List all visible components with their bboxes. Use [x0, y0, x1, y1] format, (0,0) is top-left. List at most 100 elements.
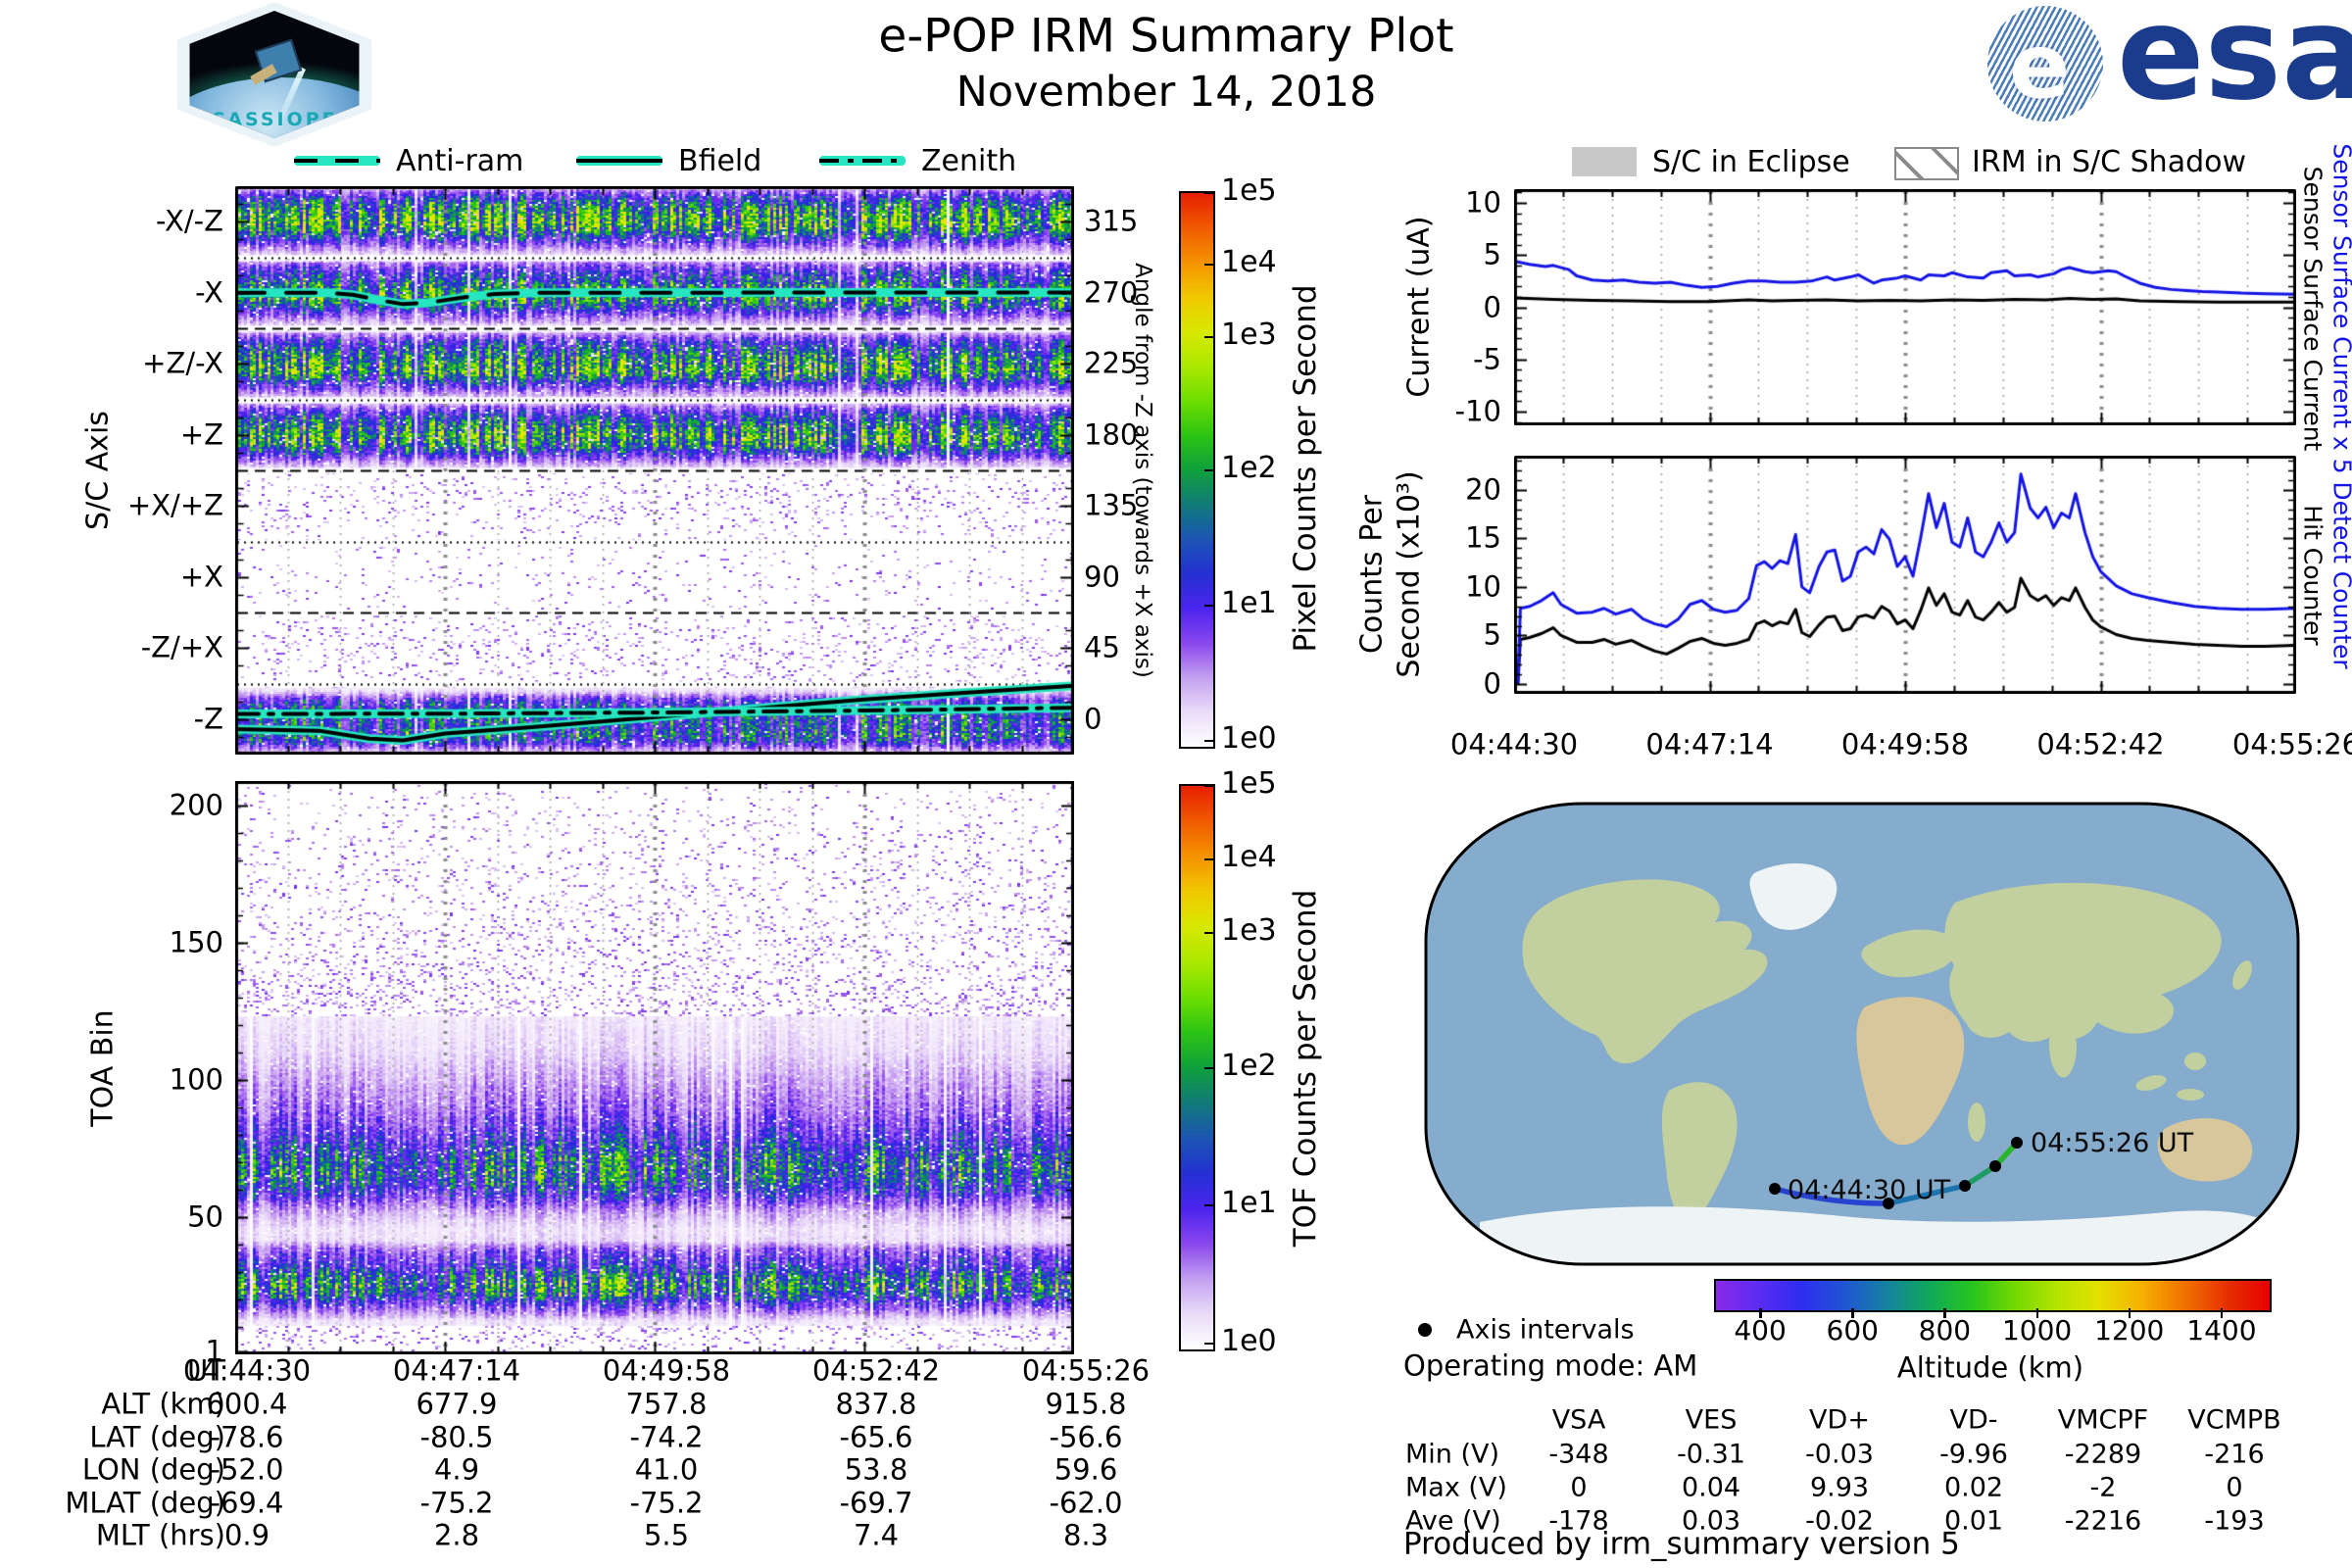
current-tick-label: 10: [1465, 185, 1501, 220]
time-tick-label: 04:52:42: [2036, 727, 2165, 761]
sensor-surface-current-label: Sensor Surface Current: [2298, 166, 2328, 452]
ephemeris-value: 4.9: [433, 1452, 480, 1487]
page-title: e-POP IRM Summary Plot: [878, 9, 1454, 64]
voltage-column-header: VD+: [1809, 1404, 1870, 1436]
toa-ylabel: TOA Bin: [85, 1009, 121, 1127]
sc-axis-spectrogram-canvas: [235, 186, 1074, 755]
south-america: [1661, 1082, 1738, 1221]
current-ylabel: Current (uA): [1401, 216, 1437, 398]
ephemeris-value: -52.0: [210, 1452, 284, 1487]
esa-wordmark: esa: [2117, 0, 2352, 129]
counts-tick-label: 5: [1483, 617, 1501, 652]
altitude-tick-label: 1200: [2094, 1313, 2165, 1347]
pixel-cbar-tick-label: 1e0: [1221, 721, 1277, 757]
voltage-column-header: VSA: [1551, 1404, 1606, 1436]
voltage-value: -2216: [2064, 1505, 2142, 1537]
cassiope-label: CASSIOPE: [211, 109, 338, 130]
counts-tick-label: 0: [1483, 666, 1501, 701]
axis-interval-dot: [1989, 1160, 2001, 1172]
toa-tick-label: 1: [205, 1334, 223, 1368]
angle-axis-label: Angle from -Z axis (towards +X axis): [1130, 263, 1155, 678]
voltage-value: 0.01: [1943, 1505, 2004, 1537]
esa-logo: e esa: [1987, 0, 2352, 129]
ephemeris-value: -56.6: [1049, 1420, 1123, 1454]
voltage-value: 0.02: [1943, 1472, 2004, 1503]
angle-tick-label: 180: [1084, 417, 1139, 452]
altitude-tick-label: 800: [1918, 1313, 1972, 1347]
sc-axis-section-label: -Z: [193, 702, 223, 736]
esa-e-glyph: e: [2009, 14, 2071, 119]
colorbar-tick: [1204, 740, 1213, 743]
ephemeris-value: 915.8: [1045, 1387, 1127, 1421]
india: [2048, 1023, 2078, 1078]
colorbar-tick: [1204, 335, 1213, 338]
time-tick-label: 04:47:14: [1645, 727, 1774, 761]
toa-tick-label: 100: [169, 1062, 223, 1097]
ephemeris-value: 7.4: [853, 1518, 900, 1552]
colorbar-tick: [1204, 468, 1213, 471]
voltage-row-label: Ave (V): [1405, 1505, 1501, 1537]
altitude-tick-label: 1000: [2001, 1313, 2073, 1347]
japan: [2232, 960, 2252, 990]
sumatra: [2135, 1075, 2167, 1091]
voltage-row-label: Max (V): [1405, 1472, 1507, 1503]
sc-axis-section-label: +X: [179, 560, 223, 594]
counts-tick-label: 10: [1465, 569, 1501, 604]
sc-axis-section-label: -X/-Z: [156, 204, 223, 238]
legend-line-core: [294, 159, 380, 163]
colorbar-tick: [1204, 1066, 1213, 1069]
ephemeris-value: -74.2: [629, 1420, 704, 1454]
borneo: [2184, 1053, 2206, 1070]
irm-shadow-legend-label: IRM in S/C Shadow: [1972, 144, 2247, 179]
angle-tick-label: 225: [1084, 346, 1139, 380]
map-border: [1424, 802, 2300, 1266]
sc-axis-section-label: -X: [195, 275, 223, 310]
europe: [1861, 929, 1956, 978]
colorbar-tick: [1204, 858, 1213, 860]
java: [2177, 1089, 2204, 1101]
angle-tick-label: 45: [1084, 630, 1120, 664]
tof-counts-colorbar: [1179, 784, 1215, 1351]
counts-ylabel-line2: Second (x10³): [1392, 470, 1427, 678]
tof-cbar-tick-label: 1e5: [1221, 765, 1277, 801]
colorbar-tick: [1204, 785, 1213, 787]
ephemeris-row-label: ALT (km): [101, 1387, 225, 1421]
legend-line-core: [819, 159, 906, 163]
colorbar-tick: [1204, 604, 1213, 607]
australia: [2157, 1117, 2253, 1182]
voltage-value: -0.03: [1805, 1439, 1874, 1470]
north-america: [1522, 879, 1768, 1064]
hit-counter-label: Hit Counter: [2298, 505, 2328, 646]
colorbar-tick: [1204, 931, 1213, 934]
altitude-tick: [2128, 1308, 2132, 1318]
sc-axis-ylabel: S/C Axis: [80, 411, 116, 530]
sc-axis-section-label: +X/+Z: [126, 488, 223, 522]
sensor-current-plot-canvas: [1514, 189, 2296, 425]
toa-tick-label: 150: [169, 925, 223, 959]
antarctica: [1480, 1206, 2283, 1264]
sc-axis-section-label: -Z/+X: [140, 630, 223, 664]
ephemeris-value: -75.2: [419, 1486, 494, 1520]
eclipse-legend-label: S/C in Eclipse: [1652, 144, 1850, 179]
angle-tick-label: 0: [1084, 702, 1102, 736]
ephemeris-value: -62.0: [1049, 1486, 1123, 1520]
angle-tick-label: 315: [1084, 204, 1139, 238]
toa-spectrogram-canvas: [235, 781, 1074, 1354]
ephemeris-value: -69.4: [210, 1486, 284, 1520]
voltage-value: -0.31: [1677, 1439, 1745, 1470]
voltage-value: 0.03: [1681, 1505, 1741, 1537]
time-tick-label: 04:49:58: [1840, 727, 1970, 761]
voltage-value: -0.02: [1805, 1505, 1874, 1537]
axis-interval-dot: [1769, 1183, 1781, 1195]
track-end-time-label: 04:55:26 UT: [2031, 1128, 2194, 1158]
pixel-cbar-tick-label: 1e2: [1221, 450, 1277, 485]
sensor-surface-current-x5-label: Sensor Surface Current x 5: [2328, 143, 2352, 474]
altitude-tick-label: 600: [1826, 1313, 1879, 1347]
axis-interval-dot: [1959, 1180, 1971, 1192]
overlay-legend-label: Zenith: [921, 143, 1017, 178]
track-start-time-label: 04:44:30 UT: [1788, 1175, 1951, 1205]
ephemeris-value: 5.5: [643, 1518, 690, 1552]
angle-tick-label: 90: [1084, 560, 1120, 594]
irm-shadow-hatched-swatch: [1894, 147, 1959, 180]
time-tick-label: 04:55:26: [2231, 727, 2352, 761]
